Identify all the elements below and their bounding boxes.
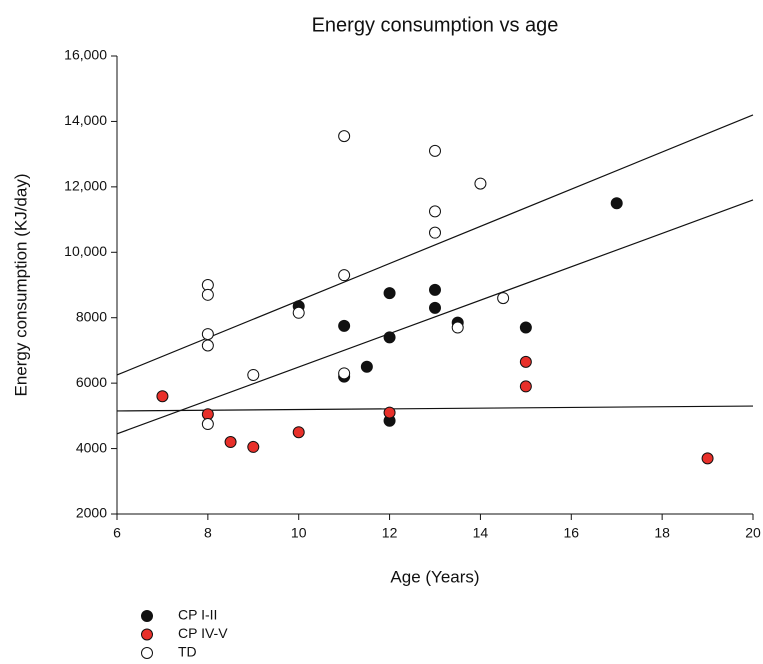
point <box>429 283 441 296</box>
point <box>474 177 487 190</box>
point <box>429 226 441 239</box>
trend-line <box>116 199 754 435</box>
point <box>383 331 396 344</box>
x-tick-label: 18 <box>654 525 670 541</box>
point <box>292 426 305 439</box>
point <box>201 288 214 301</box>
x-tick-label: 14 <box>473 525 489 541</box>
x-tick-label: 8 <box>204 525 212 541</box>
point <box>429 301 441 314</box>
point <box>247 440 260 453</box>
point <box>338 130 351 143</box>
x-tick-label: 10 <box>291 525 307 541</box>
point <box>383 287 396 300</box>
point <box>292 306 305 319</box>
legend-marker <box>141 647 153 659</box>
x-tick-label: 16 <box>563 525 579 541</box>
point <box>338 319 351 332</box>
point <box>451 321 464 334</box>
y-tick-label: 10,000 <box>64 243 107 259</box>
point <box>701 452 714 465</box>
trend-line <box>116 405 754 412</box>
y-tick-label: 16,000 <box>64 47 107 63</box>
point <box>610 197 623 210</box>
y-tick-label: 4000 <box>76 439 107 455</box>
y-tick-label: 8000 <box>76 308 107 324</box>
point <box>201 418 214 431</box>
trend-line <box>116 114 754 376</box>
point <box>383 406 396 419</box>
y-tick-label: 6000 <box>76 374 107 390</box>
y-tick-label: 2000 <box>76 505 107 521</box>
x-tick-label: 12 <box>382 525 398 541</box>
point <box>497 292 510 305</box>
x-tick-label: 20 <box>745 525 761 541</box>
point <box>519 380 532 393</box>
y-tick-label: 12,000 <box>64 178 107 194</box>
point <box>360 360 373 373</box>
point <box>224 436 237 449</box>
y-tick-label: 14,000 <box>64 112 107 128</box>
point <box>519 355 532 368</box>
point <box>247 368 260 381</box>
x-tick-label: 6 <box>113 525 121 541</box>
legend-label: CP I-II <box>178 607 217 623</box>
point <box>156 390 169 403</box>
legend-label: CP IV-V <box>178 625 228 641</box>
chart-title: Energy consumption vs age <box>312 14 559 36</box>
legend-marker <box>141 610 153 622</box>
point <box>519 321 532 334</box>
x-axis-label: Age (Years) <box>390 567 479 586</box>
point <box>429 144 441 157</box>
point <box>429 205 441 218</box>
legend-label: TD <box>178 644 197 660</box>
point <box>201 339 214 352</box>
point <box>338 367 351 380</box>
point <box>201 328 214 341</box>
legend-marker <box>141 628 153 641</box>
point <box>338 269 351 282</box>
y-axis-label: Energy consumption (KJ/day) <box>11 174 30 397</box>
